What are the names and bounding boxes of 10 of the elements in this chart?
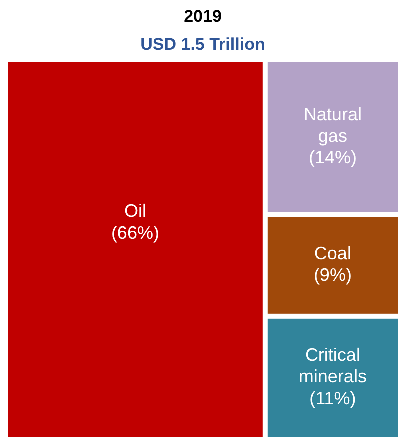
- data-label: (66%): [111, 222, 160, 243]
- text: 2019: [184, 7, 222, 26]
- data-label: (14%): [308, 147, 357, 168]
- category-label: Coal: [314, 244, 352, 264]
- category-label: Natural gas: [304, 104, 362, 146]
- data-label: (9%): [314, 265, 352, 286]
- category-label: Oil: [124, 201, 146, 222]
- text: USD 1.5 Trillion: [140, 35, 266, 54]
- data-label: (11%): [310, 388, 356, 408]
- category-label: Critical minerals: [298, 345, 367, 387]
